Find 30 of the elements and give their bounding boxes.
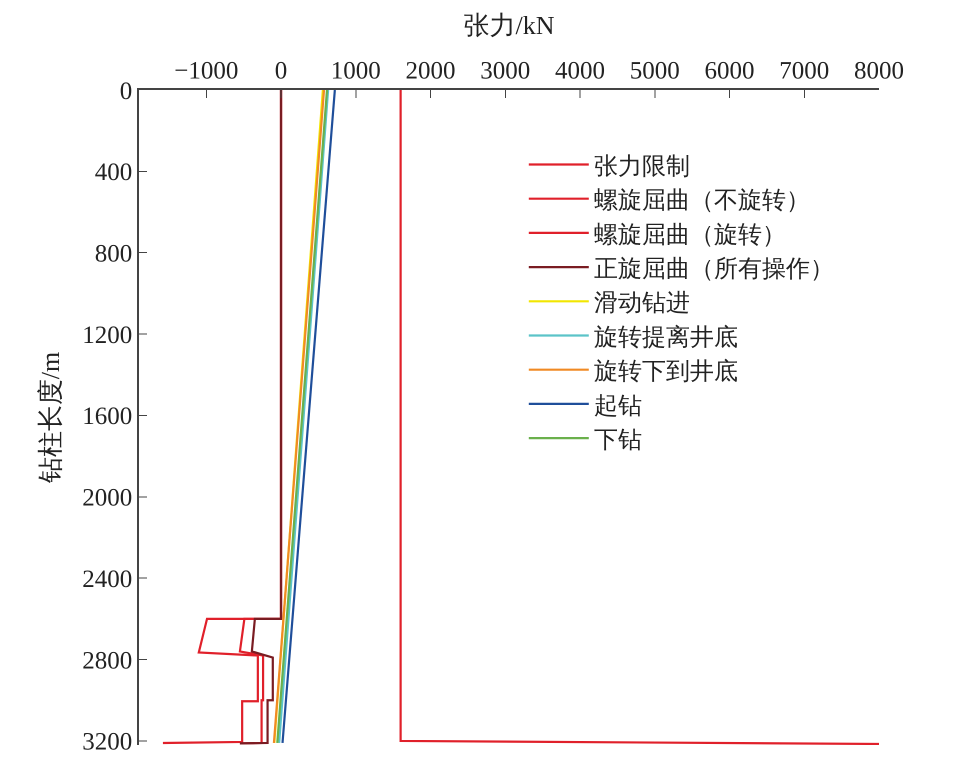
legend-label: 螺旋屈曲（旋转） [594,222,786,248]
x-tick-label: 0 [274,57,288,84]
y-axis-title: 钻柱长度/m [36,352,66,484]
y-tick-label: 0 [120,78,132,105]
legend-label: 旋转提离井底 [594,324,738,351]
x-tick-label: 4000 [555,57,606,84]
y-tick-label: 2000 [82,484,132,512]
legend-label: 正旋屈曲（所有操作） [594,256,834,282]
legend-label: 螺旋屈曲（不旋转） [594,188,810,214]
x-tick-label: 7000 [779,57,830,84]
legend-label: 起钻 [594,393,642,420]
y-tick-label: 800 [94,240,132,268]
y-tick-label: 2800 [82,647,132,674]
legend-label: 滑动钻进 [594,290,690,317]
y-tick-label: 1600 [82,403,132,430]
x-tick-label: 3000 [480,57,530,84]
y-tick-label: 2400 [82,566,132,593]
legend-label: 张力限制 [594,154,690,180]
x-tick-label: 6000 [704,57,755,84]
y-tick-label: 1200 [82,322,132,349]
y-tick-label: 3200 [82,728,132,756]
legend-label: 旋转下到井底 [594,358,738,386]
legend-label: 下钻 [594,427,642,454]
x-tick-label: 1000 [330,57,381,84]
x-tick-label: 8000 [854,57,904,84]
x-tick-label: −1000 [174,57,238,84]
x-tick-label: 2000 [406,57,456,84]
y-tick-label: 400 [94,159,132,186]
x-axis-title: 张力/kN [464,11,555,40]
x-tick-label: 5000 [630,57,680,84]
